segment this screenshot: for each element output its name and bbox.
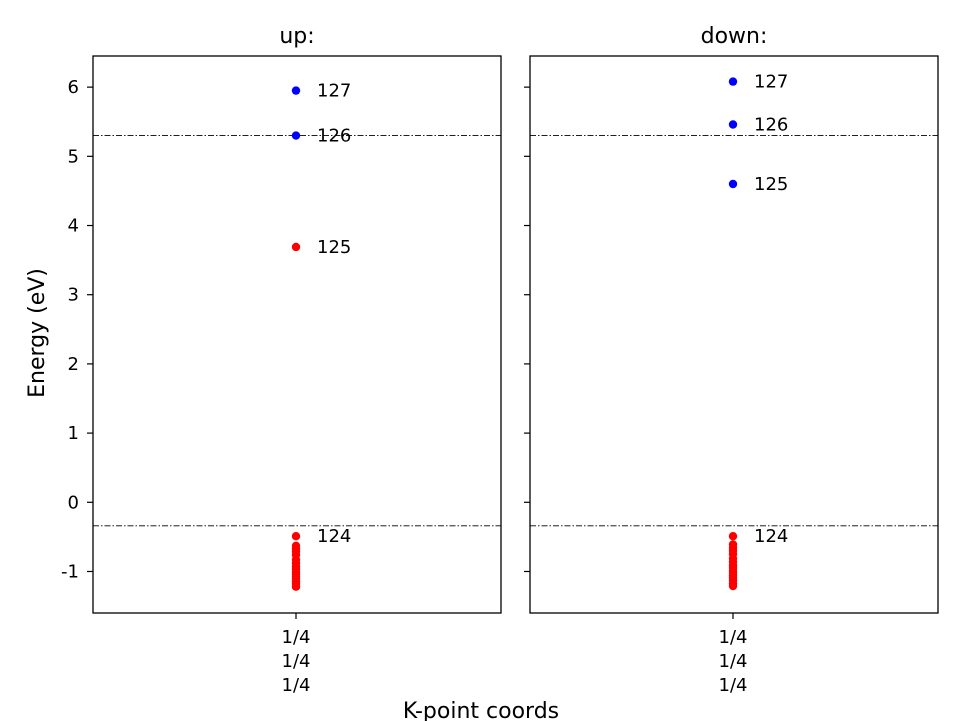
data-point	[728, 120, 738, 129]
data-point	[291, 531, 301, 541]
data-point	[291, 86, 301, 95]
y-tick-label: 4	[68, 216, 79, 237]
y-tick-label: 3	[68, 285, 79, 306]
data-point	[291, 242, 301, 252]
band-label: 124	[754, 526, 788, 547]
band-label: 124	[317, 526, 351, 547]
y-tick-label: 2	[68, 354, 79, 375]
plot-frame	[529, 55, 939, 614]
data-point	[728, 531, 738, 541]
y-axis-label: Energy (eV)	[25, 268, 50, 398]
band-label: 125	[754, 174, 788, 195]
y-tick-label: 6	[68, 77, 79, 98]
x-tick-label: 1/4	[282, 627, 311, 648]
panels-group: up: 6 5 4 3 2 1 0 -1 1/4 1/4 1/4 127 126 125 124 down: 1/…	[61, 24, 939, 696]
x-tick-label: 1/4	[719, 675, 748, 696]
band-label: 127	[317, 81, 351, 102]
x-tick-label: 1/4	[282, 675, 311, 696]
data-point	[728, 581, 738, 591]
x-tick-label: 1/4	[719, 627, 748, 648]
panel-up: up: 6 5 4 3 2 1 0 -1 1/4 1/4 1/4 127 126 125 124	[61, 24, 502, 696]
panel-title: down:	[701, 24, 768, 49]
plot-frame	[92, 55, 502, 614]
band-label: 127	[754, 72, 788, 93]
x-tick-label: 1/4	[282, 651, 311, 672]
data-point	[291, 131, 301, 140]
y-tick-label: 1	[68, 423, 79, 444]
y-tick-label: 5	[68, 146, 79, 167]
band-label: 125	[317, 237, 351, 258]
data-point	[291, 582, 301, 591]
x-tick-label: 1/4	[719, 651, 748, 672]
data-point	[728, 77, 738, 86]
band-label: 126	[754, 115, 788, 136]
data-point	[728, 179, 738, 189]
panel-down: down: 1/4 1/4 1/4 127 126 125 124	[524, 24, 939, 696]
band-label: 126	[317, 126, 351, 147]
y-tick-label: 0	[68, 492, 79, 513]
y-tick-label: -1	[61, 561, 79, 582]
panel-title: up:	[279, 24, 314, 49]
x-axis-label: K-point coords	[403, 699, 559, 721]
